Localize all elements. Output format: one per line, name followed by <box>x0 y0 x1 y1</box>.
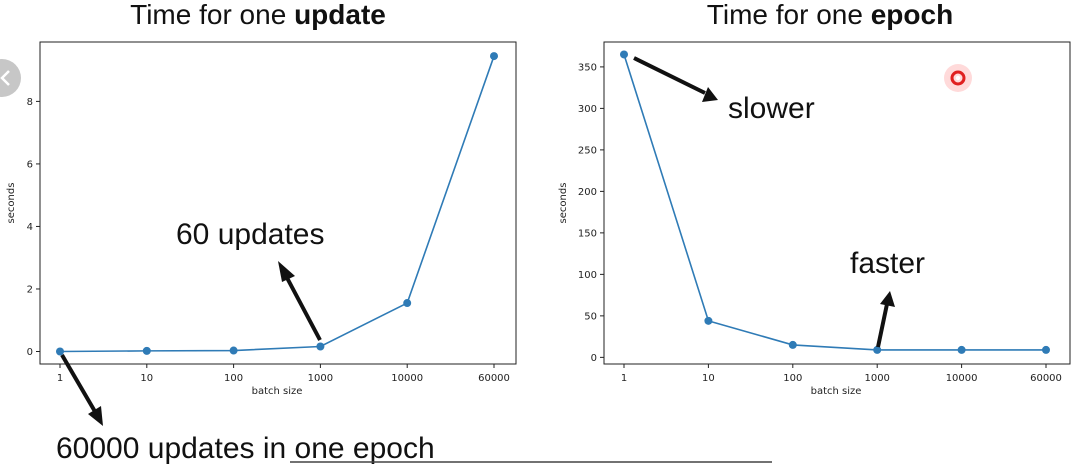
epoch-series <box>620 50 1050 354</box>
update-data-point <box>316 342 325 351</box>
update-x-tick-label: 100 <box>224 373 243 384</box>
update-data-point <box>403 299 412 308</box>
epoch-data-point <box>704 316 713 325</box>
nav-back-background[interactable] <box>0 59 21 97</box>
epoch-series-line <box>623 54 1046 351</box>
epoch-y-axis-label: seconds <box>558 183 569 224</box>
nav-back-button[interactable] <box>0 59 21 97</box>
epoch-x-tick-label: 1000 <box>864 373 889 384</box>
epoch-x-axis-label: batch size <box>811 386 862 397</box>
laser-pointer-center <box>955 75 961 81</box>
epoch-data-point <box>788 340 797 349</box>
epoch-plot-frame <box>603 41 1071 365</box>
update-chart: Time for one update 0 2 4 6 8 1 10 100 1000 1000… <box>6 0 517 426</box>
epoch-y-tick-label: 200 <box>578 187 597 198</box>
update-series-line <box>59 55 495 353</box>
epoch-y-tick-label: 250 <box>578 145 597 156</box>
update-x-tick-label: 1000 <box>308 373 333 384</box>
epoch-data-point <box>620 50 628 59</box>
epoch-y-tick-label: 300 <box>578 104 597 115</box>
update-y-tick-label: 8 <box>27 97 33 108</box>
epoch-data-point <box>957 345 966 354</box>
epoch-x-tick-label: 10000 <box>946 373 978 384</box>
update-x-tick-label: 10000 <box>391 373 423 384</box>
update-data-point <box>142 346 151 355</box>
arrow-60-updates-head <box>278 261 295 282</box>
arrow-slower-head <box>702 87 718 102</box>
update-y-tick-label: 2 <box>27 284 33 295</box>
update-y-tick-label: 0 <box>27 347 33 358</box>
epoch-y-tick-label: 0 <box>591 353 597 364</box>
update-x-axis-label: batch size <box>252 386 303 397</box>
laser-pointer-icon <box>950 70 966 86</box>
arrow-60000-updates-head <box>88 406 103 426</box>
update-y-axis-label: seconds <box>6 183 17 224</box>
callout-faster: faster <box>850 247 925 280</box>
epoch-chart-title: Time for one epoch <box>707 0 953 30</box>
epoch-x-tick-label: 10 <box>702 373 715 384</box>
update-series <box>56 52 498 356</box>
epoch-x-tick-label: 100 <box>783 373 802 384</box>
update-data-point <box>229 346 238 355</box>
callout-slower: slower <box>728 92 815 125</box>
update-x-tick-label: 60000 <box>478 373 510 384</box>
epoch-y-tick-label: 50 <box>584 311 597 322</box>
update-y-tick-label: 6 <box>27 159 33 170</box>
footer-text: 60000 updates in one epoch <box>56 432 435 464</box>
arrow-faster-head <box>880 291 895 307</box>
update-x-tick-label: 10 <box>140 373 153 384</box>
epoch-y-tick-label: 100 <box>578 270 597 281</box>
update-y-tick-label: 4 <box>27 222 33 233</box>
epoch-x-axis: 1 10 100 1000 10000 60000 <box>621 364 1062 384</box>
update-y-axis: 0 2 4 6 8 <box>27 97 40 358</box>
update-chart-title: Time for one update <box>130 0 386 30</box>
epoch-data-point <box>873 345 882 354</box>
epoch-y-tick-label: 350 <box>578 62 597 73</box>
chevron-left-icon[interactable] <box>0 70 10 86</box>
epoch-data-point <box>1042 345 1050 354</box>
epoch-chart: Time for one epoch 0 50 100 150 200 250 300 350… <box>558 0 1071 397</box>
update-data-point <box>490 52 498 61</box>
update-plot-frame <box>39 41 517 365</box>
epoch-y-axis: 0 50 100 150 200 250 300 350 <box>578 62 604 364</box>
arrow-60-updates <box>283 273 322 341</box>
callout-60-updates: 60 updates <box>176 218 324 251</box>
arrow-slower <box>633 56 706 95</box>
epoch-x-tick-label: 1 <box>621 373 627 384</box>
epoch-y-tick-label: 150 <box>578 228 597 239</box>
arrow-60000-updates <box>60 353 99 417</box>
update-data-point <box>56 347 64 356</box>
update-x-tick-label: 1 <box>57 373 63 384</box>
arrow-faster <box>876 303 889 348</box>
epoch-x-tick-label: 60000 <box>1030 373 1062 384</box>
update-x-axis: 1 10 100 1000 10000 60000 <box>57 364 510 384</box>
